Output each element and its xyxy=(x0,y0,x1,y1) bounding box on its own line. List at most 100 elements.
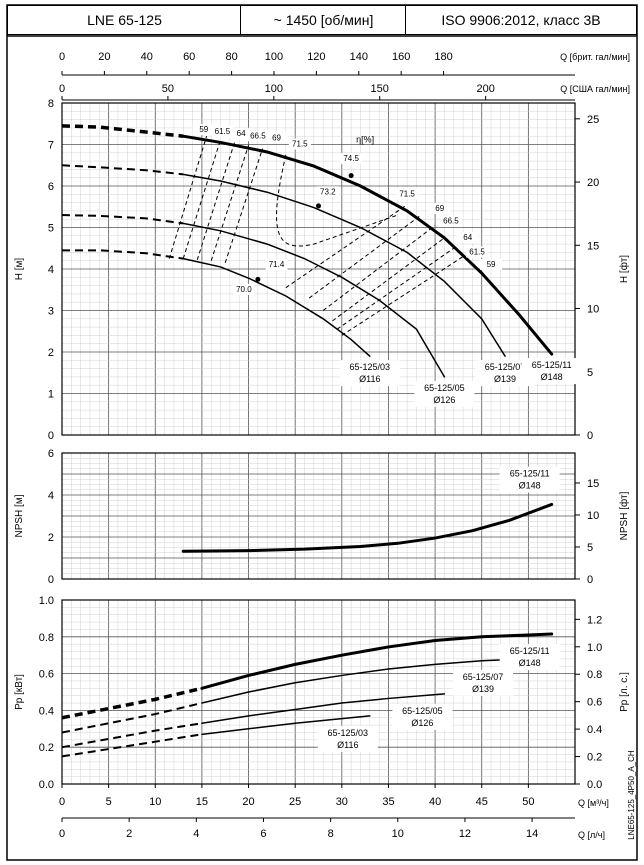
efficiency-isoline xyxy=(336,247,455,330)
curve-label-diam: Ø139 xyxy=(494,374,516,384)
x-tick-label: 25 xyxy=(289,796,301,808)
y-tick-label: 8 xyxy=(48,98,54,110)
x-tick-label: 10 xyxy=(149,796,161,808)
efficiency-isoline xyxy=(332,237,445,322)
ls-tick-label: 10 xyxy=(392,828,404,840)
ls-tick-label: 0 xyxy=(59,828,65,840)
right-tick-label: 15 xyxy=(587,478,599,490)
right-tick-label: 10 xyxy=(587,304,599,316)
x-tick-label: 40 xyxy=(429,796,441,808)
efficiency-label: 69 xyxy=(272,133,281,142)
curve-label-name: 65-125/07 xyxy=(485,362,526,372)
uk-tick-label: 80 xyxy=(225,51,237,63)
curve-65-125/07-dashed xyxy=(61,702,203,734)
ls-tick-label: 2 xyxy=(126,828,132,840)
right-tick-label: 0.0 xyxy=(587,779,602,791)
model-title: LNE 65-125 xyxy=(87,12,162,28)
y-tick-label: 4 xyxy=(48,490,54,502)
curve-label-bg xyxy=(414,380,475,407)
curve-65-125/11-dashed xyxy=(61,686,203,720)
efficiency-isoline xyxy=(322,225,436,311)
uk-tick-label: 140 xyxy=(350,51,368,63)
efficiency-label: 69 xyxy=(435,204,444,213)
right-tick-label: 0.6 xyxy=(587,697,602,709)
efficiency-label-bg xyxy=(316,186,339,198)
efficiency-label: 71.5 xyxy=(399,189,415,198)
standard-label: ISO 9906:2012, класс 3B xyxy=(441,12,601,28)
us-tick-label: 200 xyxy=(476,83,494,95)
curve-label-bg xyxy=(317,725,378,752)
x-tick-label: 5 xyxy=(106,796,112,808)
y-tick-label: 6 xyxy=(48,448,54,460)
curve-65-125/03-dashed xyxy=(61,733,203,758)
y-tick-label: 0.8 xyxy=(39,632,54,644)
bep-point xyxy=(316,203,321,209)
efficiency-label-bg xyxy=(265,258,288,270)
x-tick-label: 30 xyxy=(336,796,348,808)
efficiency-label: 59 xyxy=(199,125,208,134)
efficiency-label: 66.5 xyxy=(250,131,266,140)
efficiency-label: 64 xyxy=(463,233,472,242)
ls-tick-label: 14 xyxy=(526,828,538,840)
right-tick-label: 15 xyxy=(587,240,599,252)
curve-65-125/07 xyxy=(182,173,506,357)
right-tick-label: 1.0 xyxy=(587,642,602,654)
y-tick-label: 0 xyxy=(48,430,54,442)
power-ylabel: Pp [кВт] xyxy=(14,674,25,710)
curve-label-bg xyxy=(339,360,400,387)
efficiency-label-bg xyxy=(480,258,503,270)
curve-label-diam: Ø148 xyxy=(541,372,563,382)
efficiency-label-bg xyxy=(396,188,419,200)
y-tick-label: 2 xyxy=(48,347,54,359)
curve-65-125/03 xyxy=(201,715,371,736)
curve-label-name: 65-125/03 xyxy=(328,728,369,738)
efficiency-label: 70.0 xyxy=(236,285,252,294)
curve-label-bg xyxy=(521,358,582,385)
right-tick-label: 1.2 xyxy=(587,614,602,626)
efficiency-label: 71.5 xyxy=(292,140,308,149)
efficiency-label: 64 xyxy=(237,129,246,138)
uk-tick-label: 20 xyxy=(98,51,110,63)
ls-axis-label: Q [л/ч] xyxy=(578,830,605,840)
y-tick-label: 6 xyxy=(48,181,54,193)
curve-label-diam: Ø116 xyxy=(359,374,380,384)
curve-label-name: 65-125/11 xyxy=(532,360,572,370)
y-tick-label: 4 xyxy=(48,264,54,276)
efficiency-isoline xyxy=(308,214,422,299)
efficiency-isoline xyxy=(210,145,250,261)
right-tick-label: 0.4 xyxy=(587,724,602,736)
x-tick-label: 45 xyxy=(476,796,488,808)
side-code-label: LNE65-125_4P50_A_CH xyxy=(627,750,636,840)
curve-label-diam: Ø148 xyxy=(519,658,541,668)
uk-tick-label: 40 xyxy=(141,51,153,63)
outer-frame xyxy=(6,4,638,861)
speed-cell: ~ 1450 [об/мин] xyxy=(240,5,407,35)
x-tick-label: 50 xyxy=(522,796,534,808)
x-tick-label: 15 xyxy=(196,796,208,808)
curve-label-name: 65-125/03 xyxy=(350,362,391,372)
curve-65-125/07 xyxy=(201,659,506,704)
right-tick-label: 5 xyxy=(587,542,593,554)
curve-65-125/11 xyxy=(181,502,554,553)
curve-label-name: 65-125/05 xyxy=(402,706,443,716)
right-tick-label: 0.2 xyxy=(587,752,602,764)
efficiency-isoline xyxy=(196,142,236,261)
power-ylabel-right: Pp [л. с.] xyxy=(619,672,630,712)
curve-label-bg xyxy=(453,669,514,696)
efficiency-label-bg xyxy=(466,246,489,258)
efficiency-label-bg xyxy=(192,124,215,136)
efficiency-label: 74.5 xyxy=(343,154,359,163)
curve-65-125/03-dashed xyxy=(62,249,184,260)
power-plot-border xyxy=(61,599,576,785)
efficiency-isoline xyxy=(224,148,264,263)
bep-point xyxy=(348,173,354,179)
uk-tick-label: 180 xyxy=(434,51,452,63)
curve-label-diam: Ø148 xyxy=(519,480,541,490)
y-tick-label: 1 xyxy=(48,389,54,401)
right-tick-label: 0 xyxy=(587,430,593,442)
x-tick-label: 35 xyxy=(382,796,394,808)
ls-tick-label: 4 xyxy=(193,828,199,840)
curve-label-bg xyxy=(499,644,560,671)
